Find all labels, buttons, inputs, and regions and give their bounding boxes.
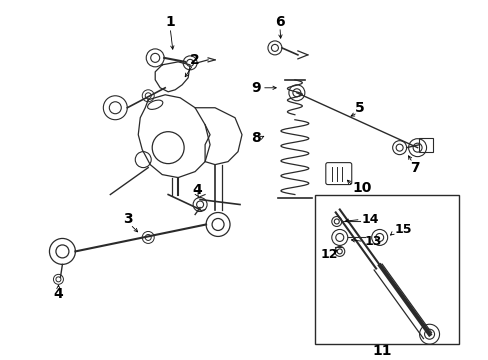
Text: 6: 6 — [275, 15, 284, 29]
Text: 10: 10 — [352, 181, 371, 194]
Bar — [314, 194, 459, 344]
Text: 15: 15 — [394, 223, 411, 236]
Text: 11: 11 — [372, 344, 392, 358]
Text: 7: 7 — [409, 161, 419, 175]
Text: 4: 4 — [192, 183, 202, 197]
Bar — [418, 138, 432, 152]
Text: 13: 13 — [364, 235, 381, 248]
Text: 9: 9 — [251, 81, 260, 95]
Text: 2: 2 — [190, 53, 200, 67]
Text: 12: 12 — [321, 248, 338, 261]
Text: 8: 8 — [250, 131, 260, 145]
Text: 3: 3 — [123, 212, 133, 226]
Text: 5: 5 — [354, 101, 364, 115]
Text: 1: 1 — [165, 15, 175, 29]
Text: 4: 4 — [54, 287, 63, 301]
Text: 14: 14 — [361, 213, 379, 226]
